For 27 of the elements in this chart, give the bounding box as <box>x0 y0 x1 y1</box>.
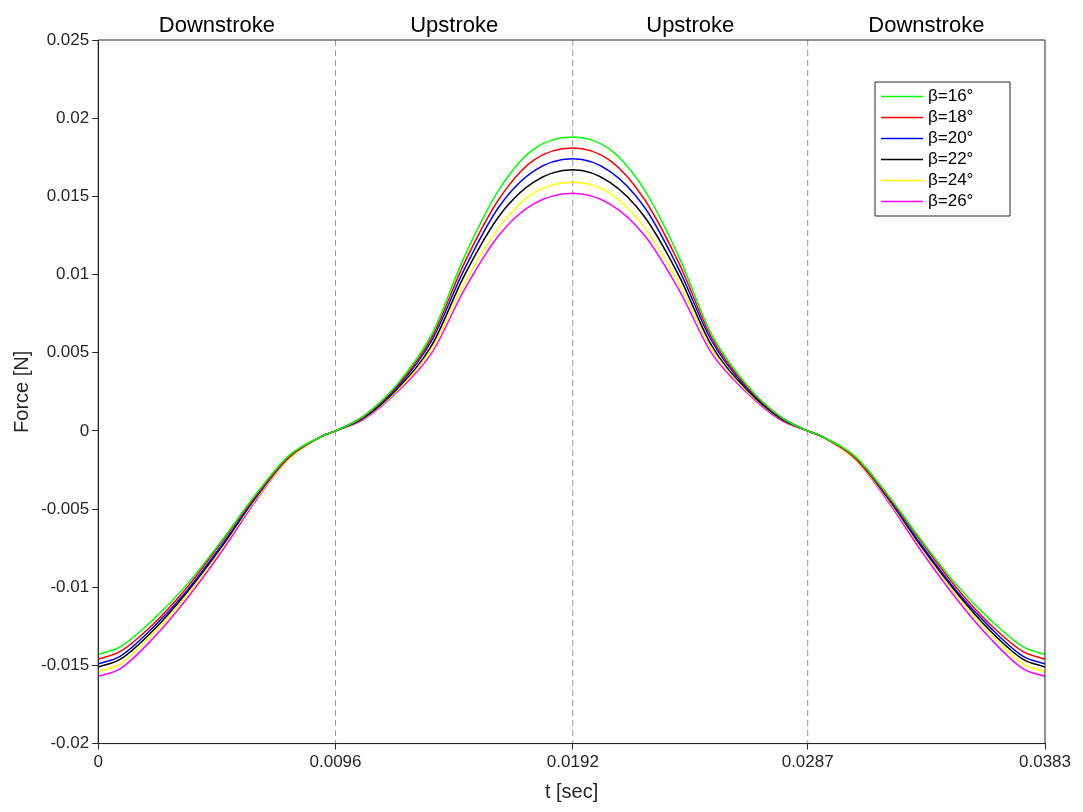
y-axis-title: Force [N] <box>9 350 32 433</box>
legend-label: β=22° <box>928 149 974 169</box>
y-tick-label: 0.02 <box>56 107 90 127</box>
text: Downstroke <box>158 12 275 38</box>
text: Upstroke <box>646 12 735 38</box>
legend-label: β=18° <box>928 107 974 127</box>
text: Upstroke <box>410 12 499 38</box>
x-tick-label: 0 <box>93 752 103 772</box>
x-tick-label: 0.0096 <box>309 752 362 772</box>
x-axis-title: t [sec] <box>544 779 599 802</box>
legend-label: β=26° <box>928 191 974 211</box>
y-tick-label: -0.01 <box>50 576 90 596</box>
x-tick-label: 0.0383 <box>1019 752 1071 772</box>
y-tick-label: -0.015 <box>41 655 90 675</box>
text: Downstroke <box>868 12 985 38</box>
y-tick-label: 0.01 <box>56 264 90 284</box>
x-tick-label: 0.0287 <box>781 752 834 772</box>
legend-label: β=24° <box>928 170 974 190</box>
y-tick-label: -0.005 <box>41 498 90 518</box>
y-tick-label: 0.025 <box>46 29 90 49</box>
x-tick-label: 0.0192 <box>546 752 599 772</box>
legend-label: β=16° <box>928 86 974 106</box>
y-tick-label: -0.02 <box>50 733 90 753</box>
y-tick-label: 0.015 <box>46 186 90 206</box>
legend-label: β=20° <box>928 128 974 148</box>
y-tick-label: 0 <box>79 420 90 440</box>
y-tick-label: 0.005 <box>46 342 90 362</box>
